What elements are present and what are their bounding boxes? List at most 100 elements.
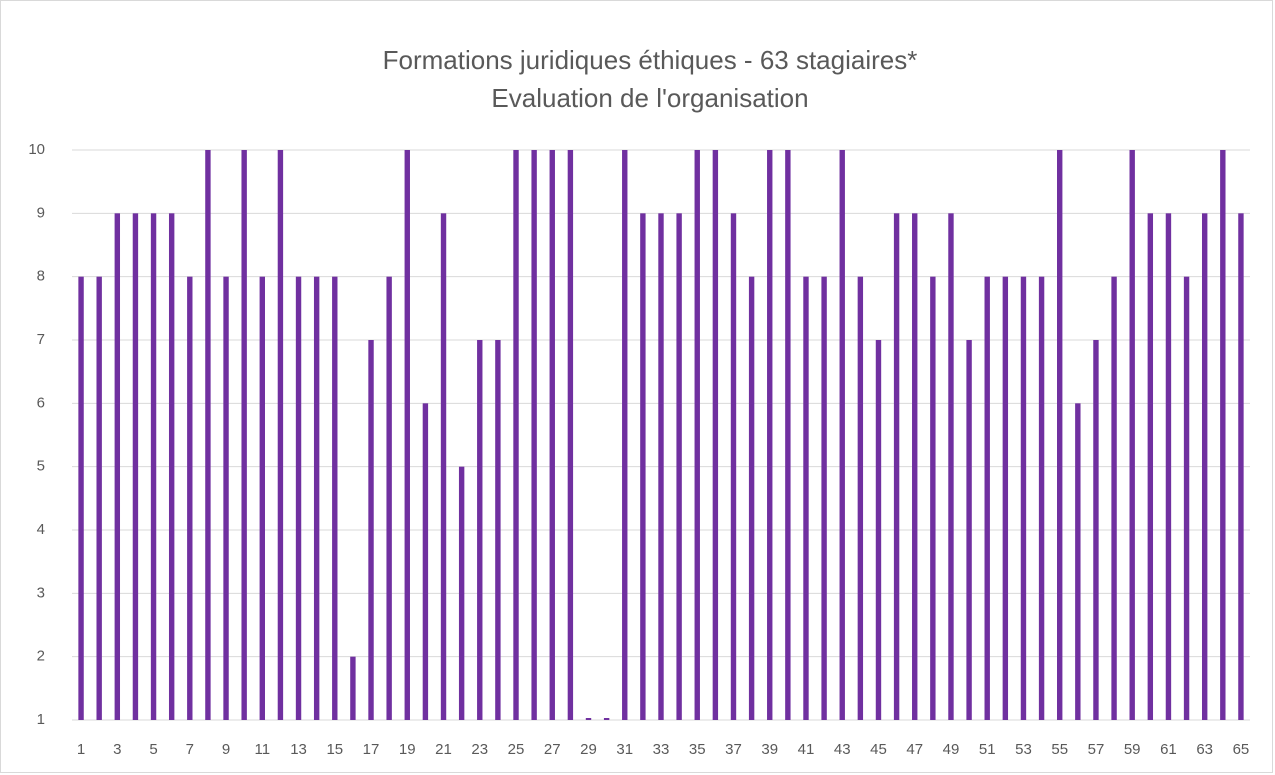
bar (1129, 150, 1135, 720)
bar (386, 276, 392, 720)
bar (241, 150, 247, 720)
bar (187, 276, 193, 720)
bar (132, 213, 139, 721)
bar (477, 340, 483, 720)
bar (295, 276, 302, 720)
bar (1038, 276, 1045, 720)
x-tick-label: 31 (616, 741, 633, 758)
chart-subtitle: Evaluation de l'organisation (491, 83, 808, 113)
chart-title: Formations juridiques éthiques - 63 stag… (383, 45, 918, 75)
x-tick-label: 55 (1051, 741, 1068, 758)
bar (1057, 150, 1063, 720)
x-tick-label: 43 (834, 741, 851, 758)
bar (767, 150, 773, 720)
x-tick-label: 47 (906, 741, 923, 758)
y-tick-label: 6 (37, 394, 45, 411)
x-tick-label: 1 (77, 741, 85, 758)
bar (1220, 150, 1226, 720)
bar (676, 213, 682, 721)
x-tick-label: 21 (435, 741, 452, 758)
bar (567, 150, 574, 720)
bar (1165, 213, 1172, 721)
x-tick-label: 57 (1088, 741, 1105, 758)
y-tick-label: 1 (37, 711, 45, 728)
bar (857, 276, 864, 720)
bar (1075, 403, 1081, 720)
bar (350, 656, 356, 720)
x-tick-label: 27 (544, 741, 561, 758)
x-tick-label: 17 (363, 741, 380, 758)
x-tick-label: 29 (580, 741, 597, 758)
bar (640, 213, 646, 721)
x-tick-label: 65 (1233, 741, 1250, 758)
bar (168, 213, 175, 721)
x-tick-label: 3 (113, 741, 121, 758)
y-tick-label: 5 (37, 458, 45, 475)
bar (1093, 340, 1099, 720)
bar (78, 276, 84, 720)
bar (1238, 213, 1244, 721)
bar (495, 340, 501, 720)
bar (150, 213, 157, 721)
bar (223, 276, 229, 720)
bar (803, 276, 809, 720)
x-tick-label: 19 (399, 741, 416, 758)
bar (1002, 276, 1009, 720)
y-tick-label: 4 (37, 521, 45, 538)
bar (313, 276, 320, 720)
bar (1183, 276, 1190, 720)
bar (893, 213, 900, 721)
bar (205, 150, 211, 720)
x-tick-label: 7 (186, 741, 194, 758)
y-tick-label: 8 (37, 268, 45, 285)
y-tick-label: 10 (28, 141, 45, 158)
bar (513, 150, 519, 720)
x-tick-label: 41 (798, 741, 815, 758)
y-tick-label: 7 (37, 331, 45, 348)
bar (96, 276, 102, 720)
bar (114, 213, 121, 721)
bar (531, 150, 537, 720)
y-tick-label: 9 (37, 204, 45, 221)
bar (966, 340, 972, 720)
bar (458, 466, 465, 720)
bar (839, 150, 845, 720)
bar (821, 276, 827, 720)
bar (603, 718, 610, 720)
bar (730, 213, 737, 721)
bar (368, 340, 374, 720)
x-tick-label: 9 (222, 741, 230, 758)
bar (948, 213, 954, 721)
x-tick-label: 49 (943, 741, 960, 758)
x-tick-label: 15 (326, 741, 343, 758)
x-tick-label: 35 (689, 741, 706, 758)
x-tick-label: 51 (979, 741, 996, 758)
x-tick-label: 11 (255, 741, 271, 758)
x-tick-label: 59 (1124, 741, 1141, 758)
y-tick-label: 2 (37, 648, 45, 665)
x-tick-label: 63 (1196, 741, 1213, 758)
bar (549, 150, 555, 720)
y-tick-label: 3 (37, 584, 45, 601)
bar (875, 340, 882, 720)
x-tick-label: 23 (471, 741, 488, 758)
x-tick-label: 13 (290, 741, 307, 758)
bar (694, 150, 700, 720)
x-tick-label: 25 (508, 741, 525, 758)
bar (440, 213, 447, 721)
bar (984, 276, 990, 720)
bar (622, 150, 628, 720)
bar (912, 213, 918, 721)
x-tick-label: 33 (653, 741, 670, 758)
bar (1020, 276, 1027, 720)
x-tick-label: 61 (1160, 741, 1177, 758)
bar (785, 150, 791, 720)
bar (259, 276, 265, 720)
x-tick-label: 39 (761, 741, 778, 758)
bar (277, 150, 284, 720)
bar (1147, 213, 1154, 721)
x-tick-label: 5 (149, 741, 157, 758)
bar (1201, 213, 1208, 721)
bar (930, 276, 936, 720)
bar (422, 403, 429, 720)
